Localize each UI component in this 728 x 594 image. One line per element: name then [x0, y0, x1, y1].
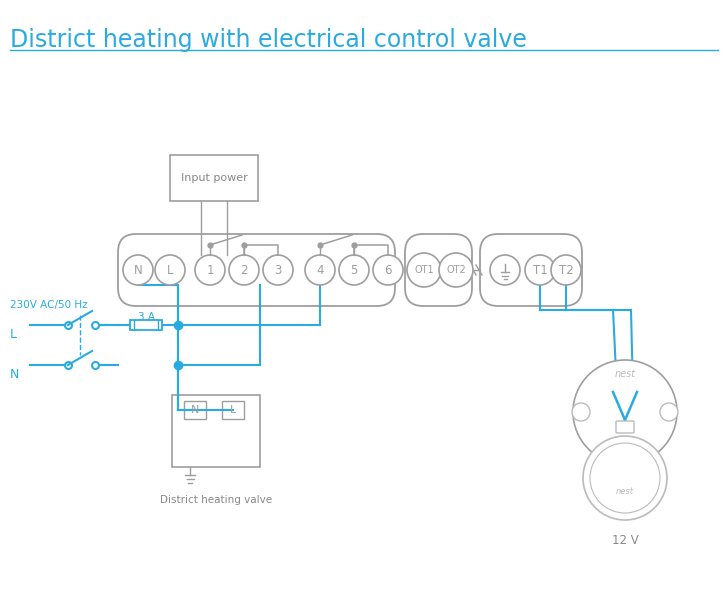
Text: N: N	[134, 264, 143, 276]
Text: 12 V: 12 V	[612, 534, 638, 547]
Text: 1: 1	[206, 264, 214, 276]
Circle shape	[373, 255, 403, 285]
Text: OT1: OT1	[414, 265, 434, 275]
Circle shape	[123, 255, 153, 285]
Text: Input power: Input power	[181, 173, 248, 183]
Text: 230V AC/50 Hz: 230V AC/50 Hz	[10, 300, 87, 310]
Text: N: N	[10, 368, 20, 381]
Text: T1: T1	[533, 264, 547, 276]
Text: 3: 3	[274, 264, 282, 276]
Text: N: N	[191, 405, 199, 415]
FancyBboxPatch shape	[172, 395, 260, 467]
Circle shape	[407, 253, 441, 287]
Text: L: L	[230, 405, 236, 415]
FancyBboxPatch shape	[118, 234, 395, 306]
Text: 3 A: 3 A	[138, 312, 154, 322]
Circle shape	[572, 403, 590, 421]
Circle shape	[490, 255, 520, 285]
Text: nest: nest	[616, 488, 634, 497]
Text: 5: 5	[350, 264, 357, 276]
Circle shape	[583, 436, 667, 520]
Circle shape	[339, 255, 369, 285]
FancyBboxPatch shape	[480, 234, 582, 306]
Circle shape	[305, 255, 335, 285]
Circle shape	[573, 360, 677, 464]
Text: District heating valve: District heating valve	[160, 495, 272, 505]
Circle shape	[525, 255, 555, 285]
FancyBboxPatch shape	[616, 421, 634, 433]
Circle shape	[195, 255, 225, 285]
Circle shape	[590, 443, 660, 513]
Circle shape	[263, 255, 293, 285]
Text: 2: 2	[240, 264, 248, 276]
Text: L: L	[10, 328, 17, 342]
Text: T2: T2	[558, 264, 574, 276]
Circle shape	[660, 403, 678, 421]
Circle shape	[229, 255, 259, 285]
FancyBboxPatch shape	[184, 401, 206, 419]
Circle shape	[551, 255, 581, 285]
FancyBboxPatch shape	[170, 155, 258, 201]
Text: 6: 6	[384, 264, 392, 276]
Circle shape	[439, 253, 473, 287]
FancyBboxPatch shape	[130, 320, 162, 330]
Text: OT2: OT2	[446, 265, 466, 275]
Text: 4: 4	[316, 264, 324, 276]
Text: L: L	[167, 264, 173, 276]
FancyBboxPatch shape	[405, 234, 472, 306]
Circle shape	[155, 255, 185, 285]
Text: nest: nest	[614, 369, 636, 379]
Text: District heating with electrical control valve: District heating with electrical control…	[10, 28, 527, 52]
FancyBboxPatch shape	[222, 401, 244, 419]
